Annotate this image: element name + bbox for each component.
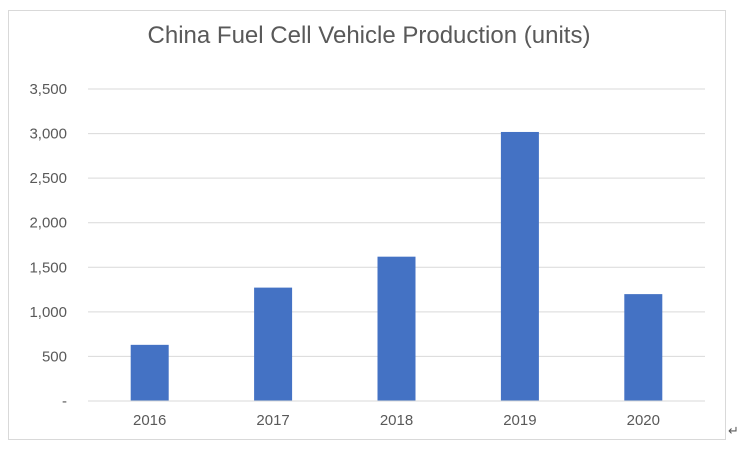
- x-tick-label: 2016: [133, 412, 166, 429]
- bar-2017: [254, 287, 293, 401]
- y-tick-label: 3,500: [29, 81, 67, 98]
- chart-title: China Fuel Cell Vehicle Production (unit…: [147, 22, 591, 49]
- bar-2020: [624, 294, 663, 401]
- bar-2018: [377, 256, 416, 401]
- bar-2016: [130, 344, 169, 401]
- y-tick-label: -: [62, 393, 67, 410]
- x-axis-tick-labels: 2016 2017 2018 2019 2020: [133, 412, 660, 429]
- chart-area: [8, 10, 726, 440]
- y-tick-label: 1,000: [29, 304, 67, 321]
- y-tick-label: 500: [42, 348, 67, 365]
- x-tick-label: 2017: [256, 412, 289, 429]
- y-tick-label: 1,500: [29, 259, 67, 276]
- x-tick-label: 2019: [503, 412, 536, 429]
- x-tick-label: 2020: [627, 412, 660, 429]
- y-tick-label: 2,500: [29, 170, 67, 187]
- bar-2019: [500, 131, 539, 401]
- bars: [130, 131, 663, 401]
- x-tick-label: 2018: [380, 412, 413, 429]
- y-axis-tick-labels: - 500 1,000 1,500 2,000 2,500 3,000 3,500: [29, 81, 67, 410]
- y-tick-label: 2,000: [29, 215, 67, 232]
- paragraph-return-icon: ↵: [728, 424, 739, 439]
- y-tick-label: 3,000: [29, 126, 67, 143]
